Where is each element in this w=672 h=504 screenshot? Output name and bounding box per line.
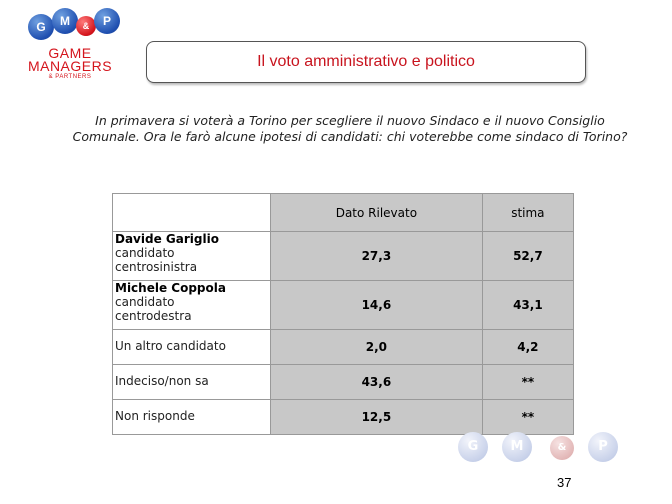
logo-text-game: GAME <box>48 45 92 61</box>
candidate-cell: Michele Coppola candidato centrodestra <box>112 280 271 330</box>
value-rilevato: 12,5 <box>270 399 483 435</box>
table-row: Un altro candidato 2,0 4,2 <box>112 329 575 365</box>
option-cell: Indeciso/non sa <box>112 364 271 400</box>
option-label: Non risponde <box>115 409 195 423</box>
footer-ball-m: M <box>502 432 532 462</box>
value-rilevato: 27,3 <box>270 231 483 281</box>
value-stima: ** <box>481 364 575 400</box>
table-row: Indeciso/non sa 43,6 ** <box>112 364 575 400</box>
candidate-role: candidato <box>115 246 175 260</box>
footer-ball-g: G <box>458 432 488 462</box>
footer-logo-balls: G M & P <box>458 432 628 468</box>
header-empty-cell <box>112 193 271 232</box>
value-rilevato: 2,0 <box>270 329 483 365</box>
option-label: Un altro candidato <box>115 339 226 353</box>
candidate-name: Davide Gariglio <box>115 232 219 246</box>
footer-ball-p: P <box>588 432 618 462</box>
table-row: Michele Coppola candidato centrodestra 1… <box>112 280 575 330</box>
value-stima: 4,2 <box>481 329 575 365</box>
candidate-name: Michele Coppola <box>115 281 226 295</box>
logo-ball-p: P <box>94 8 120 34</box>
candidate-coalition: centrodestra <box>115 309 192 323</box>
logo-text-managers: MANAGERS <box>27 58 113 74</box>
value-stima: 43,1 <box>481 280 575 330</box>
option-cell: Non risponde <box>112 399 271 435</box>
footer-ball-ampersand: & <box>550 436 574 460</box>
value-stima: 52,7 <box>481 231 575 281</box>
title-box: Il voto amministrativo e politico <box>146 41 586 83</box>
results-table: Dato Rilevato stima Davide Gariglio cand… <box>112 193 575 435</box>
header-stima: stima <box>481 193 575 232</box>
value-rilevato: 43,6 <box>270 364 483 400</box>
table-row: Davide Gariglio candidato centrosinistra… <box>112 231 575 281</box>
slide-title: Il voto amministrativo e politico <box>257 53 475 70</box>
logo-ball-m: M <box>52 8 78 34</box>
candidate-cell: Davide Gariglio candidato centrosinistra <box>112 231 271 281</box>
option-label: Indeciso/non sa <box>115 374 209 388</box>
survey-question: In primavera si voterà a Torino per sceg… <box>72 113 628 144</box>
logo-balls: G M & P <box>24 8 120 42</box>
page-number: 37 <box>557 475 572 490</box>
candidate-coalition: centrosinistra <box>115 260 198 274</box>
logo-ball-ampersand: & <box>76 16 96 36</box>
value-stima: ** <box>481 399 575 435</box>
logo-text-partners: & PARTNERS <box>48 74 92 80</box>
candidate-role: candidato <box>115 295 175 309</box>
company-logo: G M & P GAME MANAGERS & PARTNERS <box>14 8 126 88</box>
header-dato-rilevato: Dato Rilevato <box>270 193 483 232</box>
logo-ball-g: G <box>28 14 54 40</box>
table-row: Non risponde 12,5 ** <box>112 399 575 435</box>
table-header-row: Dato Rilevato stima <box>112 193 575 232</box>
option-cell: Un altro candidato <box>112 329 271 365</box>
value-rilevato: 14,6 <box>270 280 483 330</box>
